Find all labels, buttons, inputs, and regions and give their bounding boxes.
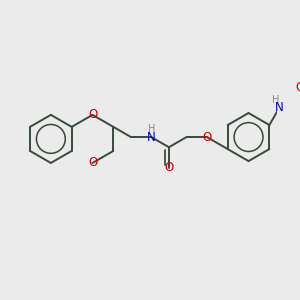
Text: O: O <box>202 130 212 144</box>
Text: N: N <box>147 130 156 144</box>
Text: O: O <box>295 81 300 94</box>
Text: O: O <box>88 108 97 122</box>
Text: H: H <box>272 94 280 105</box>
Text: N: N <box>275 101 284 114</box>
Text: H: H <box>148 124 155 134</box>
Text: O: O <box>164 161 173 174</box>
Text: O: O <box>88 156 97 170</box>
